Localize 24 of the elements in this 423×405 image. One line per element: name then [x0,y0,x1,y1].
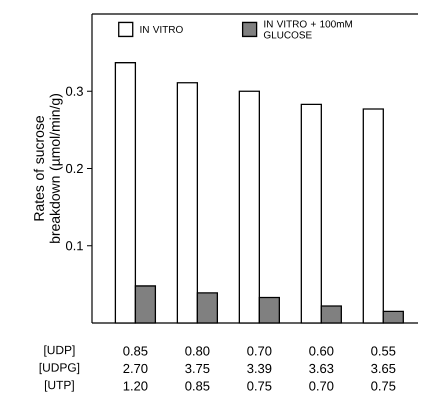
text: 2.70 [123,364,148,374]
text: [UTP] [44,380,74,392]
text: 0.85 [123,346,148,356]
text: 0.75 [247,381,272,391]
text: 0.70 [247,346,272,356]
y-tick-label: 0.3 [66,86,83,96]
text: [UDPG] [40,362,80,374]
text: 3.65 [371,364,396,374]
y-axis-title: Rates of sucrose breakdown (µmol/min/g) [34,94,63,243]
y-tick-label: 0.1 [66,241,83,250]
text: 3.63 [309,364,334,374]
text: 1.20 [124,381,148,391]
text: 0.60 [309,346,334,356]
text: 3.75 [185,364,210,374]
text: 0.55 [371,346,396,356]
text: 3.39 [247,364,272,374]
text: 0.75 [371,381,396,391]
text: 0.80 [185,346,210,356]
text: 0.70 [309,381,334,391]
text: [UDP] [44,345,74,357]
legend-label: IN VITRO [140,26,183,33]
y-tick-label: 0.2 [66,164,83,174]
text: 0.85 [185,381,210,391]
legend-label: IN VITRO + 100mM GLUCOSE [264,20,352,38]
